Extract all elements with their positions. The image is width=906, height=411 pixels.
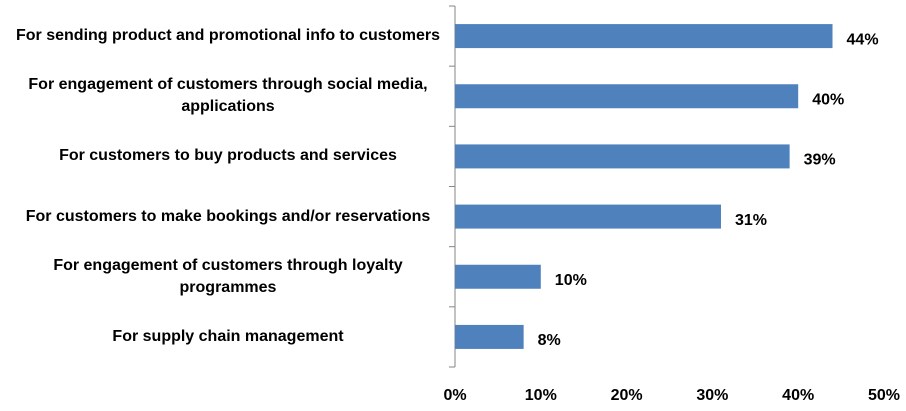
category-label: For engagement of customers through soci… [28, 76, 428, 116]
x-tick-label: 10% [525, 387, 557, 404]
category-label: For customers to buy products and servic… [59, 147, 397, 165]
x-tick-label: 40% [782, 387, 814, 404]
bar [455, 324, 524, 349]
bar [455, 84, 799, 109]
data-label: 31% [735, 212, 767, 229]
category-label: For supply chain management [112, 327, 344, 345]
x-tick-label: 0% [443, 387, 466, 404]
bar [455, 264, 541, 289]
data-label: 44% [847, 31, 879, 48]
category-label: For customers to make bookings and/or re… [25, 207, 431, 225]
data-label: 8% [538, 332, 561, 349]
bar [455, 144, 790, 169]
data-label: 10% [555, 272, 587, 289]
x-tick-label: 50% [868, 387, 900, 404]
bar [455, 24, 833, 49]
x-tick-label: 30% [696, 387, 728, 404]
data-label: 40% [812, 91, 844, 108]
category-label: For sending product and promotional info… [16, 27, 440, 45]
category-label: For engagement of customers through loya… [53, 256, 403, 296]
data-label: 39% [804, 152, 836, 169]
bar [455, 204, 721, 229]
x-tick-label: 20% [611, 387, 643, 404]
